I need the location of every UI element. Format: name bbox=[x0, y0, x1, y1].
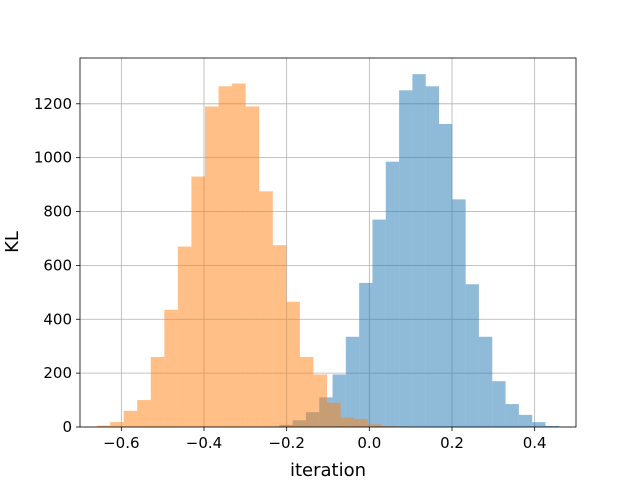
histogram-bar bbox=[492, 381, 506, 427]
histogram-bar bbox=[518, 414, 533, 427]
histogram-bar bbox=[218, 86, 233, 428]
y-tick-label: 600 bbox=[43, 256, 72, 274]
x-tick-label: −0.6 bbox=[103, 434, 139, 452]
x-tick-label: −0.4 bbox=[186, 434, 222, 452]
histogram-bar bbox=[232, 83, 246, 428]
axis-ticks: −0.6 −0.4 −0.2 0.0 0.2 0.4 0 200 400 600 800 1000 12… bbox=[34, 95, 547, 452]
y-tick-label: 200 bbox=[43, 364, 72, 382]
histogram-bar bbox=[96, 425, 111, 427]
histogram-bar bbox=[245, 106, 260, 427]
histogram-bar bbox=[177, 246, 192, 427]
histogram-bar bbox=[340, 417, 355, 427]
histogram-bar bbox=[381, 426, 395, 427]
y-tick-label: 800 bbox=[43, 203, 72, 221]
histogram-bar bbox=[259, 191, 273, 427]
histogram-bar bbox=[313, 374, 328, 427]
histogram-bar bbox=[385, 161, 400, 427]
histogram-bar bbox=[372, 219, 386, 427]
histogram-series-2 bbox=[96, 83, 409, 428]
histogram-bar bbox=[286, 301, 300, 427]
y-tick-label: 400 bbox=[43, 310, 72, 328]
histogram-bar bbox=[345, 336, 360, 427]
histogram-bar bbox=[439, 123, 453, 428]
histogram-bars bbox=[96, 74, 559, 428]
histogram-bar bbox=[150, 356, 165, 427]
histogram-bar bbox=[532, 422, 546, 427]
histogram-bar bbox=[412, 74, 426, 427]
histogram-bar bbox=[545, 425, 559, 427]
x-tick-label: 0.2 bbox=[440, 434, 464, 452]
x-tick-label: 0.0 bbox=[357, 434, 381, 452]
histogram-bar bbox=[478, 336, 493, 427]
histogram-bar bbox=[204, 106, 219, 427]
y-tick-label: 1000 bbox=[34, 149, 72, 167]
histogram-bar bbox=[452, 199, 466, 427]
histogram-bar bbox=[123, 410, 138, 427]
x-axis-label: iteration bbox=[290, 460, 366, 480]
x-tick-label: −0.2 bbox=[268, 434, 304, 452]
y-axis-label: KL bbox=[2, 231, 23, 253]
x-tick-label: 0.4 bbox=[523, 434, 547, 452]
histogram-bar bbox=[327, 402, 341, 427]
histogram-bar bbox=[191, 176, 205, 427]
histogram-series-1 bbox=[266, 74, 559, 428]
histogram-bar bbox=[299, 356, 314, 427]
y-tick-label: 0 bbox=[62, 418, 72, 436]
histogram-bar bbox=[399, 90, 413, 427]
histogram-bar bbox=[272, 245, 287, 427]
histogram-bar bbox=[110, 422, 124, 427]
histogram-bar bbox=[164, 309, 178, 427]
histogram-bar bbox=[354, 418, 368, 427]
histogram-bar bbox=[137, 400, 151, 427]
plot-frame bbox=[79, 57, 577, 428]
histogram-bar bbox=[425, 86, 440, 428]
histogram-bar bbox=[465, 284, 479, 427]
histogram-bar bbox=[359, 282, 373, 427]
histogram-bar bbox=[367, 424, 382, 427]
histogram-bar bbox=[505, 404, 519, 427]
y-tick-label: 1200 bbox=[34, 95, 72, 113]
